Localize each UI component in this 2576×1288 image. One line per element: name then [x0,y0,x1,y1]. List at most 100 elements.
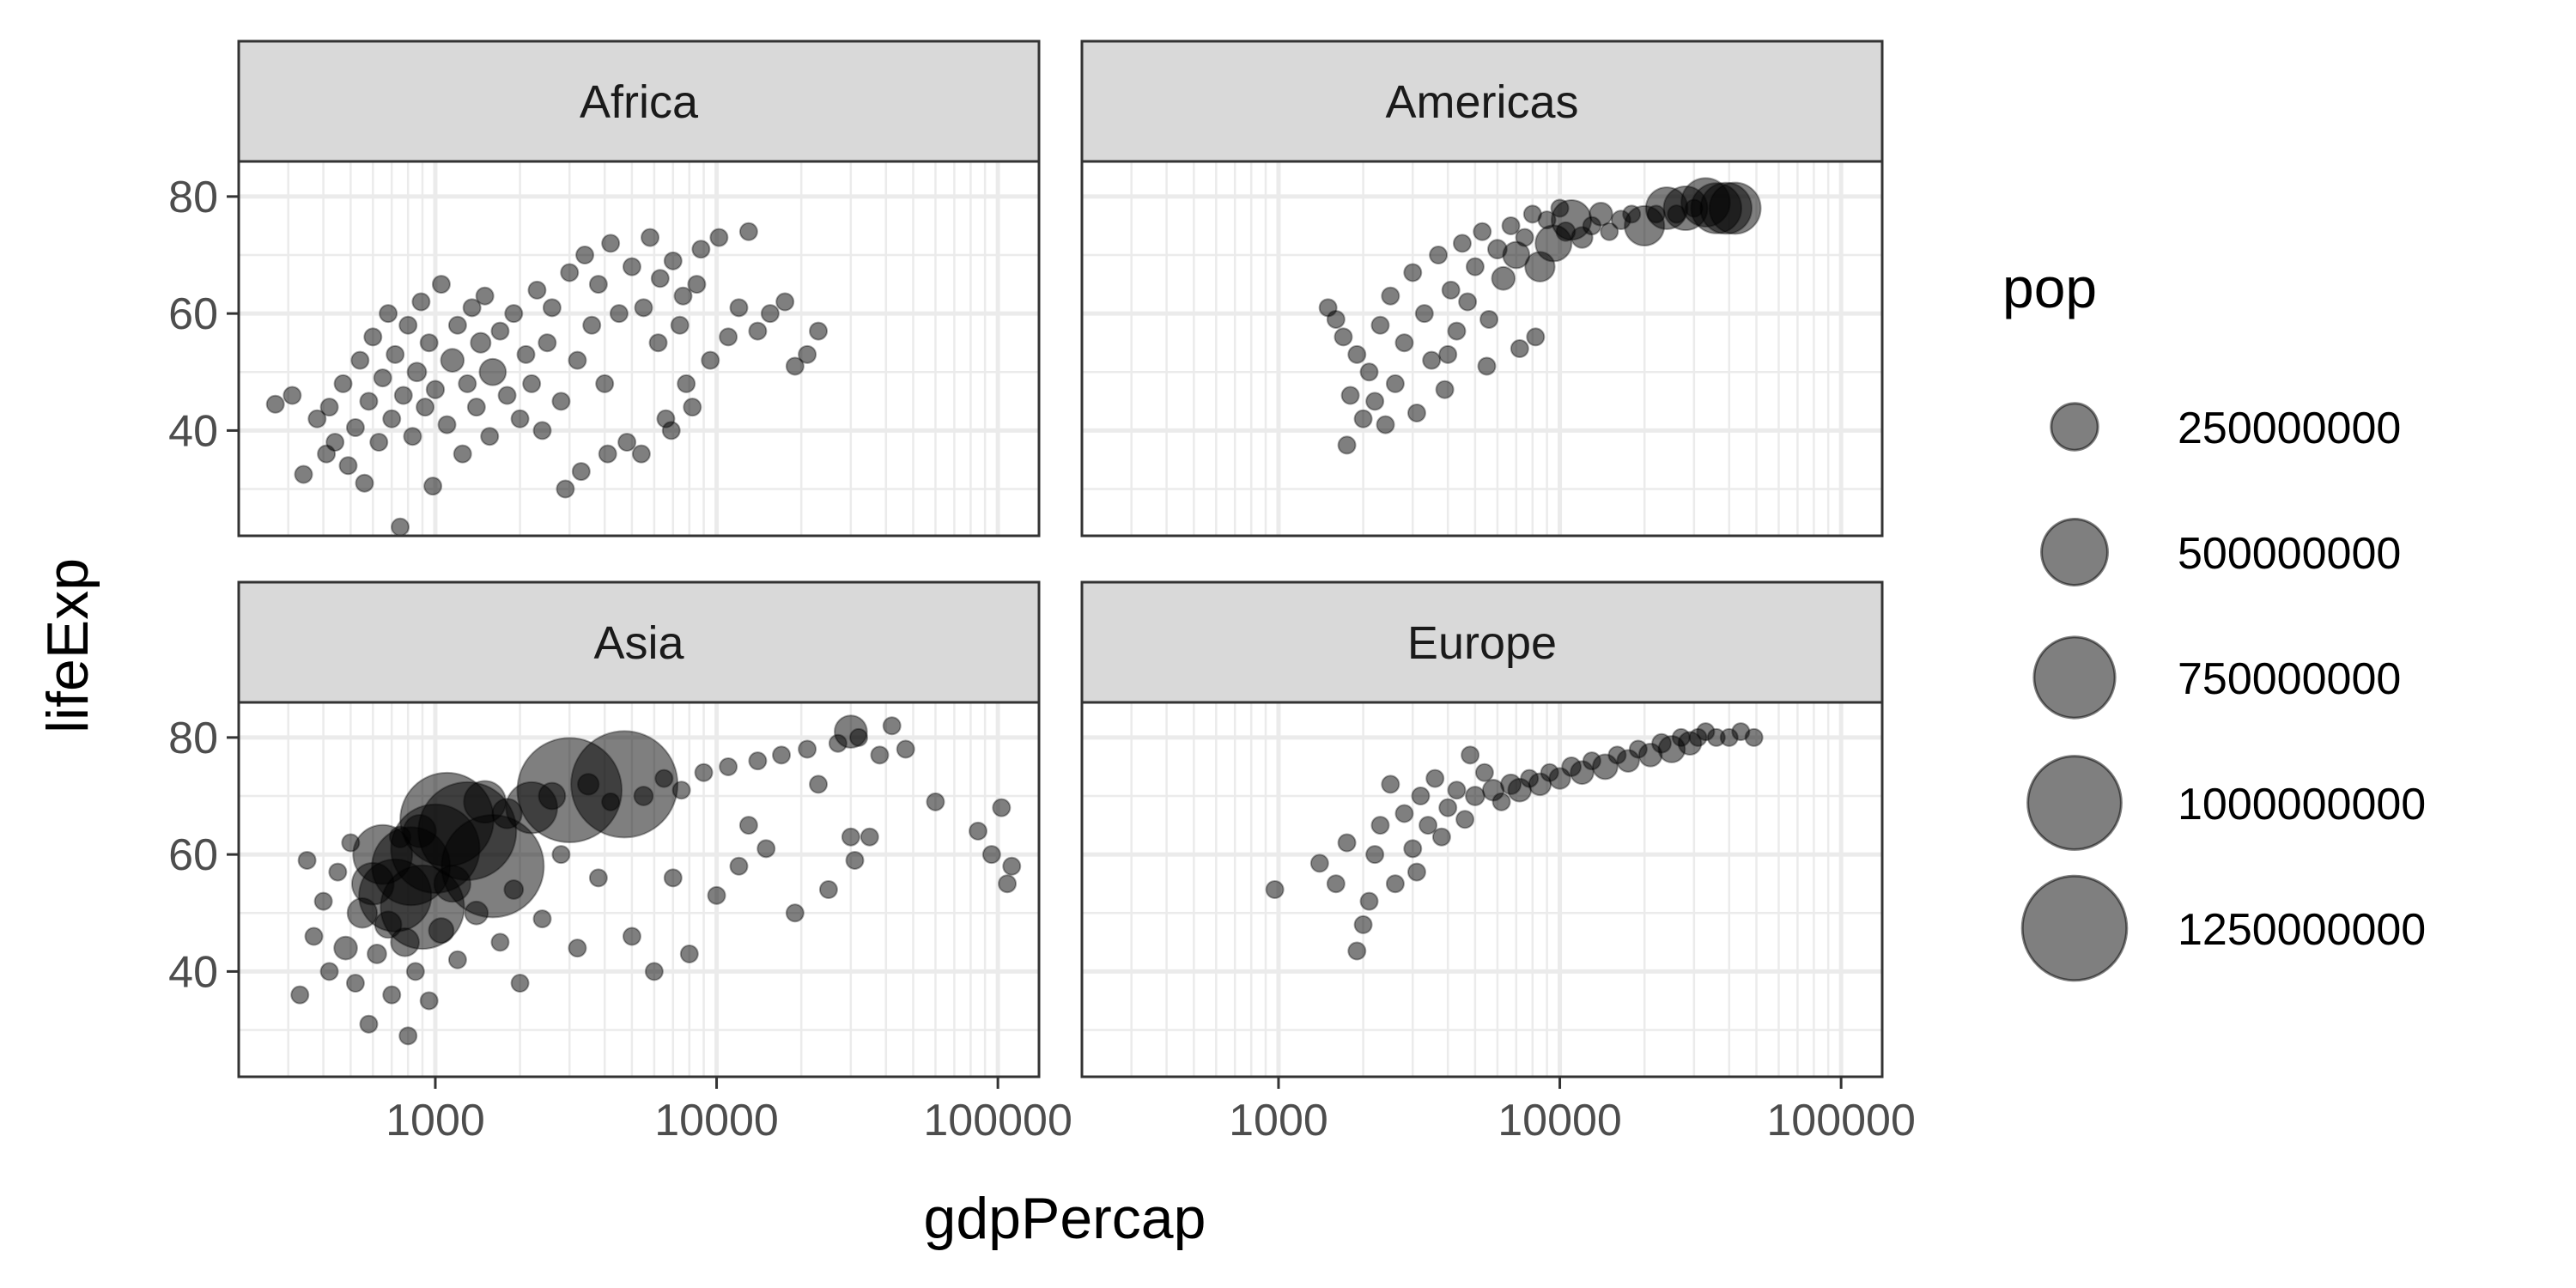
data-point [1600,222,1619,241]
size-legend: pop 250000000 500000000 750000000 100000000… [2002,256,2426,982]
data-point [641,228,660,247]
data-point [775,292,795,312]
data-point [679,944,699,963]
data-point [1406,403,1426,422]
x-tick-label: 10000 [654,1096,779,1145]
x-tick-label: 1000 [1229,1096,1328,1145]
data-point [398,1026,418,1046]
data-point [304,927,324,946]
data-point [896,739,915,759]
y-tick-label: 80 [168,173,218,222]
data-point [516,344,536,364]
data-point [338,456,358,476]
data-point [403,427,422,447]
data-point [582,315,602,335]
data-point [359,1014,379,1034]
data-point [503,879,525,900]
data-point [760,304,780,324]
data-point [1429,246,1449,264]
data-point [333,374,353,393]
data-point [1479,309,1499,329]
data-point [571,462,591,482]
y-axis-title: lifeExp [35,558,100,733]
data-points [265,222,829,536]
data-point [882,716,902,736]
data-point [1337,833,1357,853]
data-point [719,327,738,347]
data-point [1526,327,1546,347]
data-point [1501,216,1521,235]
x-axis-title: gdpPercap [924,1186,1206,1251]
data-point [1337,435,1357,455]
data-point [969,821,988,841]
data-point [1419,816,1438,835]
data-points [290,714,1022,1046]
data-point [1477,356,1497,376]
data-point [1435,380,1455,399]
data-point [391,517,410,536]
data-point [575,246,595,264]
data-point [294,465,313,484]
legend-key-circle [2026,755,2123,851]
data-point [1515,228,1534,247]
legend-keys: 250000000 500000000 750000000 1000000000 125… [2020,402,2426,982]
panel-border [1080,160,1884,538]
data-point [560,263,580,283]
data-point [644,962,664,981]
data-point [809,775,829,794]
data-point [654,769,674,788]
data-point [748,751,768,771]
data-point [870,745,890,765]
data-point [1326,874,1346,894]
facet-strip-label: Americas [1385,76,1578,128]
data-point [458,374,477,393]
data-point [1265,880,1285,899]
data-point [406,361,428,383]
data-point [532,909,552,929]
data-point [333,935,358,961]
data-point [1473,222,1492,241]
data-point [785,356,805,376]
facet-strip-label: Europe [1407,617,1557,669]
data-point [1438,798,1458,817]
facet-africa: Africa 40 60 80 [168,39,1041,538]
data-point [551,392,571,411]
data-points [1265,722,1764,961]
y-tick-label: 40 [168,947,218,997]
data-point [419,991,439,1011]
data-point [738,222,758,241]
data-point [1589,201,1613,227]
data-point [809,321,829,341]
data-point [297,850,317,870]
data-point [1326,309,1346,329]
data-point [1365,392,1385,411]
data-point [1465,786,1485,806]
data-point [319,398,339,417]
grid-lines [239,702,1039,1077]
data-point [729,298,749,318]
data-point [386,344,405,364]
legend-key-label: 1250000000 [2178,905,2426,955]
data-point [462,298,482,318]
data-point [1403,839,1423,859]
data-point [798,739,817,759]
data-point [1465,257,1485,276]
data-point [345,974,365,993]
data-point [437,415,457,434]
panel-border [1080,701,1884,1078]
x-tick-label: 10000 [1498,1096,1622,1145]
y-tick-label: 60 [168,830,218,880]
data-point [687,275,707,295]
data-point [405,962,425,981]
data-point [398,315,418,335]
data-point [1447,781,1467,800]
data-point [551,845,571,865]
data-point [998,874,1018,894]
data-point [756,839,776,859]
panel-background [1082,161,1882,536]
data-point [748,321,768,341]
y-tick-label: 60 [168,289,218,339]
legend-key-label: 750000000 [2178,654,2401,704]
data-point [677,374,696,393]
data-point [367,944,387,964]
